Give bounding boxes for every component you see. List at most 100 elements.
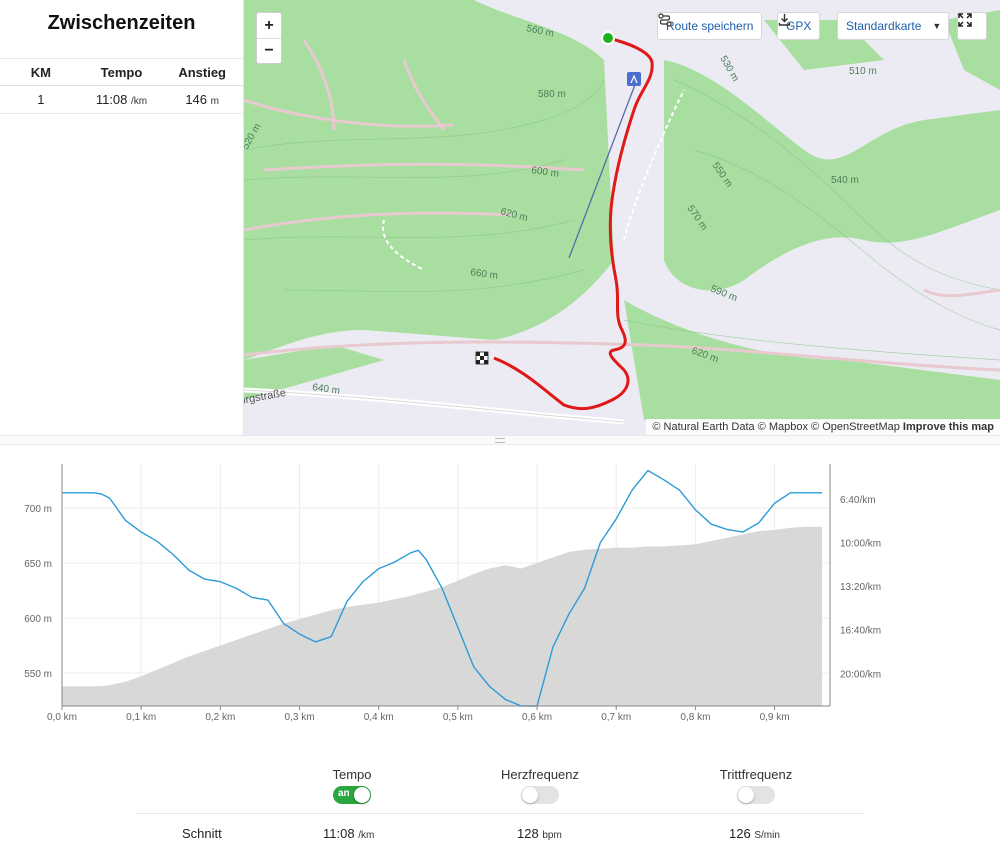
elevation-pace-chart: 700 m 650 m 600 m 550 m 6:40/km 10:00/km 13:20… <box>0 450 1000 730</box>
y2-tick-label: 10:00/km <box>840 538 881 549</box>
stats-section: Tempo an Herzfrequenz Trittfrequenz Schn… <box>0 755 1000 857</box>
km-header: KM <box>30 64 51 80</box>
finish-flag-icon <box>475 351 489 365</box>
tempo-toggle-label: Tempo <box>332 767 372 782</box>
average-tempo: 11:08 /km <box>323 826 374 841</box>
splits-header-row: KM Tempo Anstieg <box>0 58 243 86</box>
cadence-toggle[interactable] <box>737 786 775 804</box>
average-cadence-unit: S/min <box>754 830 780 841</box>
trail <box>623 89 685 241</box>
y-tick-label: 550 m <box>24 669 52 680</box>
gpx-label: GPX <box>786 19 812 33</box>
contour-label: 640 m <box>312 382 341 397</box>
x-tick-label: 0,5 km <box>443 712 473 723</box>
main-road-edge <box>244 389 625 423</box>
heartrate-toggle-label: Herzfrequenz <box>500 767 580 782</box>
attribution-text: © Natural Earth Data © Mapbox © OpenStre… <box>652 421 900 433</box>
average-tempo-unit: /km <box>358 830 375 841</box>
roads <box>244 39 1000 372</box>
trail <box>382 219 425 271</box>
contour-label: 510 m <box>849 66 877 77</box>
x-tick-label: 0,2 km <box>205 712 235 723</box>
x-tick-label: 0,4 km <box>364 712 394 723</box>
x-tick-label: 0,3 km <box>285 712 315 723</box>
y2-tick-label: 13:20/km <box>840 582 881 593</box>
y-tick-label: 600 m <box>24 614 52 625</box>
x-tick-label: 0,9 km <box>760 712 790 723</box>
drag-handle-icon <box>495 438 505 443</box>
chairlift-icon <box>627 72 641 86</box>
forest-area <box>244 0 614 360</box>
route-icon <box>658 13 672 27</box>
contour-label: 660 m <box>470 267 499 282</box>
contour-lines <box>244 79 1000 361</box>
contour-label: 580 m <box>538 89 566 100</box>
x-tick-label: 0,6 km <box>522 712 552 723</box>
tempo-toggle[interactable]: an <box>333 786 371 804</box>
tempo-header: Tempo <box>100 64 143 80</box>
split-km: 1 <box>37 92 45 107</box>
split-tempo-value: 11:08 <box>95 92 128 107</box>
toggle-on-text: an <box>338 788 350 799</box>
forest-area <box>244 345 384 400</box>
split-tempo: 11:08 /km <box>82 92 162 107</box>
average-label: Schnitt <box>182 826 222 841</box>
average-row: Schnitt 11:08 /km 128 bpm 126 S/min <box>136 813 864 849</box>
split-anstieg-unit: m <box>210 96 219 107</box>
zoom-out-button[interactable]: − <box>257 38 281 63</box>
zoom-in-button[interactable]: + <box>264 16 274 34</box>
toggle-knob <box>354 787 370 803</box>
download-icon <box>778 14 791 26</box>
chart-svg: 700 m 650 m 600 m 550 m 6:40/km 10:00/km 13:20… <box>24 464 881 723</box>
gpx-button[interactable]: GPX <box>777 12 821 40</box>
x-tick-label: 0,0 km <box>47 712 77 723</box>
average-heartrate: 128 bpm <box>517 826 562 841</box>
heartrate-toggle[interactable] <box>521 786 559 804</box>
y2-tick-label: 6:40/km <box>840 495 876 506</box>
splits-panel: Zwischenzeiten KM Tempo Anstieg 1 11:08 … <box>0 0 244 435</box>
elevation-area <box>62 526 823 706</box>
split-anstieg: 146 m <box>161 92 243 107</box>
toggle-knob <box>738 787 754 803</box>
chevron-down-icon: ▼ <box>932 21 942 31</box>
average-tempo-value: 11:08 <box>323 826 355 841</box>
map-style-label: Standardkarte <box>846 19 922 33</box>
start-marker <box>601 31 615 45</box>
map-style-dropdown[interactable]: Standardkarte ▼ <box>837 12 949 40</box>
average-heartrate-value: 128 <box>517 826 539 841</box>
x-tick-label: 0,8 km <box>680 712 710 723</box>
forest-area <box>624 300 1000 420</box>
save-route-label: Route speichern <box>666 19 754 33</box>
splits-title: Zwischenzeiten <box>47 12 196 34</box>
x-tick-label: 0,7 km <box>601 712 631 723</box>
pace-line <box>62 469 823 707</box>
average-heartrate-unit: bpm <box>542 830 562 841</box>
y2-tick-label: 20:00/km <box>840 669 881 680</box>
average-cadence-value: 126 <box>729 826 751 841</box>
fullscreen-button[interactable] <box>957 12 987 40</box>
zoom-control: + − <box>256 12 282 64</box>
split-anstieg-value: 146 <box>185 92 208 107</box>
route-map[interactable]: 560 m 580 m 600 m 620 m 660 m 640 m 590 … <box>244 0 1000 435</box>
save-route-button[interactable]: Route speichern <box>657 12 763 40</box>
map-attribution: © Natural Earth Data © Mapbox © OpenStre… <box>646 419 1000 435</box>
improve-map-link[interactable]: Improve this map <box>902 421 994 433</box>
x-tick-label: 0,1 km <box>126 712 156 723</box>
y2-tick-label: 16:40/km <box>840 626 881 637</box>
anstieg-header: Anstieg <box>178 64 226 80</box>
contour-label: 540 m <box>831 175 859 186</box>
resize-handle[interactable] <box>0 435 1000 445</box>
heartrate-toggle-group: Herzfrequenz <box>470 767 610 804</box>
cadence-toggle-group: Trittfrequenz <box>686 767 826 804</box>
toggle-knob <box>522 787 538 803</box>
map-canvas[interactable]: 560 m 580 m 600 m 620 m 660 m 640 m 590 … <box>244 0 1000 435</box>
cadence-toggle-label: Trittfrequenz <box>719 767 793 782</box>
forest-area <box>664 60 1000 291</box>
y-tick-label: 700 m <box>24 504 52 515</box>
split-tempo-unit: /km <box>131 96 148 107</box>
forest-area <box>864 140 1000 202</box>
average-cadence: 126 S/min <box>729 826 780 841</box>
route-line <box>493 36 654 411</box>
contour-label: 600 m <box>531 165 560 180</box>
splits-row: 1 11:08 /km 146 m <box>0 86 243 114</box>
